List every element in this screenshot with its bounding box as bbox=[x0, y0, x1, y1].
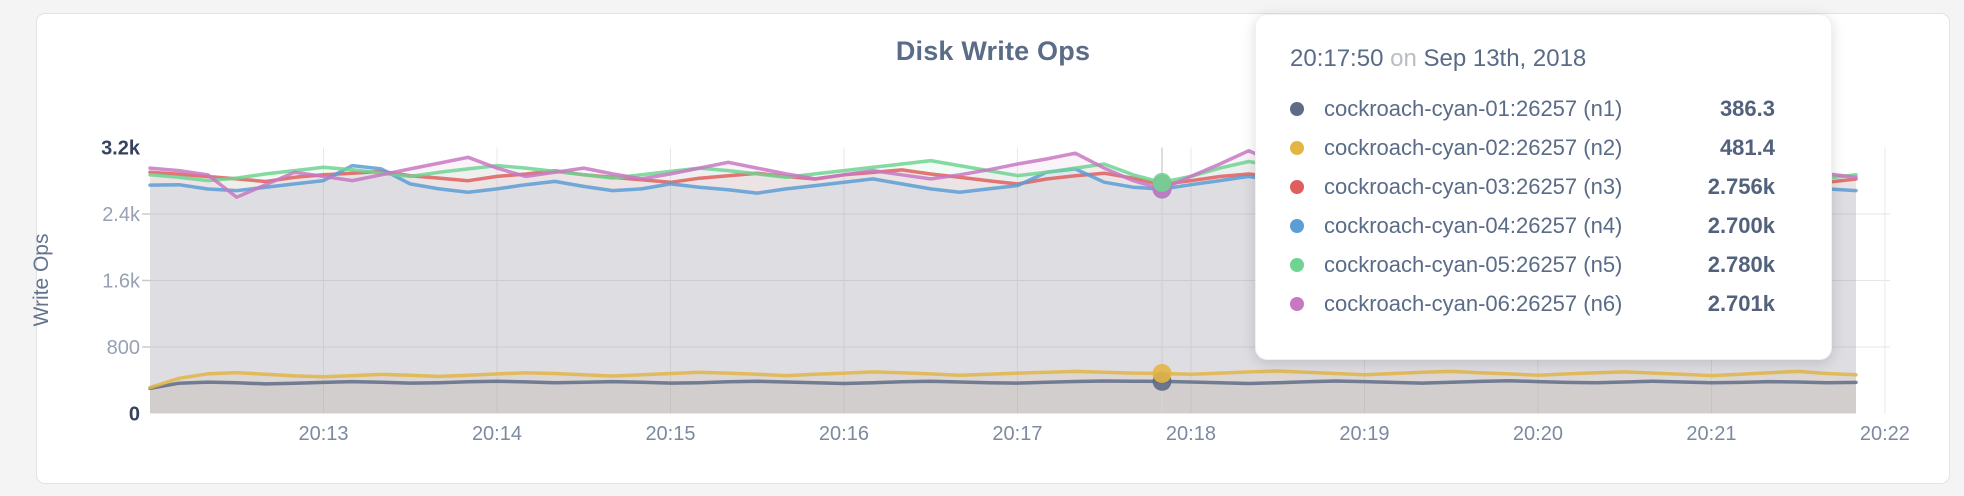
x-tick-label: 20:17 bbox=[992, 423, 1042, 445]
series-value: 2.756k bbox=[1707, 173, 1775, 199]
series-line-n2 bbox=[148, 369, 1858, 390]
series-area-n1 bbox=[150, 380, 1856, 414]
series-dot-icon bbox=[1290, 101, 1304, 116]
series-value: 2.780k bbox=[1707, 251, 1775, 277]
x-tick-label: 20:22 bbox=[1860, 423, 1910, 445]
x-tick-label: 20:19 bbox=[1339, 423, 1389, 445]
hover-dot-n2 bbox=[1152, 363, 1172, 383]
y-axis-title: Write Ops bbox=[30, 234, 53, 327]
y-tick-label: 3.2k bbox=[101, 138, 141, 160]
tooltip-series-list: cockroach-cyan-01:26257 (n1) 386.3 cockroa… bbox=[1290, 89, 1775, 323]
tooltip-series-row: cockroach-cyan-02:26257 (n2) 481.4 bbox=[1290, 128, 1775, 167]
series-label: cockroach-cyan-04:26257 (n4) bbox=[1324, 212, 1623, 238]
series-label: cockroach-cyan-03:26257 (n3) bbox=[1324, 173, 1623, 199]
tooltip-series-row: cockroach-cyan-05:26257 (n5) 2.780k bbox=[1290, 245, 1775, 284]
series-dot-icon bbox=[1290, 179, 1304, 194]
series-label: cockroach-cyan-05:26257 (n5) bbox=[1324, 251, 1623, 277]
series-dot-icon bbox=[1290, 140, 1304, 155]
series-line-n1 bbox=[148, 378, 1858, 391]
y-tick-label: 0 bbox=[129, 404, 140, 426]
tooltip-timestamp: 20:17:50 on Sep 13th, 2018 bbox=[1290, 45, 1775, 73]
x-tick-label: 20:13 bbox=[298, 423, 348, 445]
x-tick-label: 20:16 bbox=[819, 423, 869, 445]
tooltip-conjunction: on bbox=[1390, 45, 1417, 72]
y-tick-label: 2.4k bbox=[102, 204, 141, 226]
tooltip-series-row: cockroach-cyan-06:26257 (n6) 2.701k bbox=[1290, 284, 1775, 323]
series-dot-icon bbox=[1290, 218, 1304, 233]
series-label: cockroach-cyan-02:26257 (n2) bbox=[1324, 134, 1623, 160]
tooltip-series-row: cockroach-cyan-03:26257 (n3) 2.756k bbox=[1290, 167, 1775, 206]
series-value: 386.3 bbox=[1719, 95, 1775, 121]
tooltip-series-row: cockroach-cyan-01:26257 (n1) 386.3 bbox=[1290, 89, 1775, 128]
tooltip-date: Sep 13th, 2018 bbox=[1423, 45, 1587, 72]
chart-tooltip: 20:17:50 on Sep 13th, 2018 cockroach-cya… bbox=[1255, 14, 1832, 360]
x-tick-label: 20:14 bbox=[472, 423, 522, 445]
y-tick-label: 1.6k bbox=[102, 271, 141, 293]
series-label: cockroach-cyan-06:26257 (n6) bbox=[1324, 290, 1623, 316]
tooltip-time: 20:17:50 bbox=[1290, 45, 1384, 72]
tooltip-series-row: cockroach-cyan-04:26257 (n4) 2.700k bbox=[1290, 206, 1775, 245]
series-label: cockroach-cyan-01:26257 (n1) bbox=[1324, 95, 1623, 121]
chart-title: Disk Write Ops bbox=[895, 36, 1091, 66]
series-value: 2.701k bbox=[1707, 290, 1775, 316]
series-dot-icon bbox=[1290, 296, 1304, 311]
series-value: 2.700k bbox=[1707, 212, 1775, 238]
y-tick-label: 800 bbox=[107, 337, 140, 359]
x-tick-label: 20:15 bbox=[645, 423, 695, 445]
x-tick-label: 20:18 bbox=[1166, 423, 1216, 445]
series-dot-icon bbox=[1290, 257, 1304, 272]
hover-dot-n5 bbox=[1152, 172, 1172, 192]
series-value: 481.4 bbox=[1719, 134, 1775, 160]
x-tick-label: 20:21 bbox=[1686, 423, 1736, 445]
x-tick-label: 20:20 bbox=[1513, 423, 1563, 445]
